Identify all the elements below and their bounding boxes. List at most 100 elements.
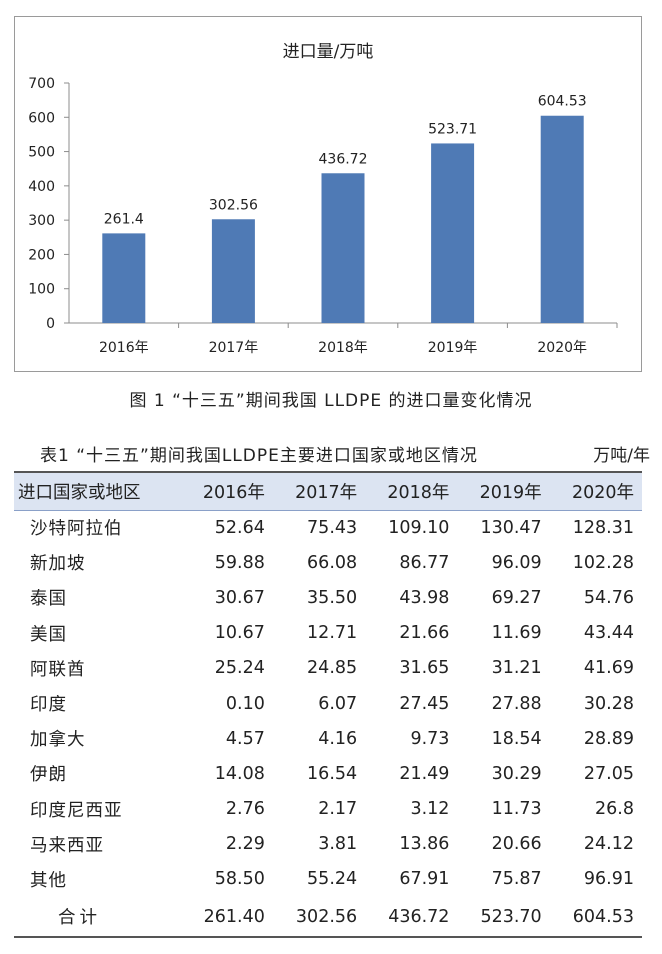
value-cell: 11.69 (491, 623, 542, 644)
table-row: 美国 10.67 12.71 21.66 11.69 43.44 (14, 616, 642, 651)
value-cell: 66.08 (307, 552, 358, 573)
value-cell: 109.10 (388, 517, 450, 538)
region-cell: 伊朗 (30, 765, 67, 786)
total-value: 261.40 (180, 897, 273, 939)
y-tick-label: 400 (28, 179, 55, 195)
y-tick-label: 100 (28, 282, 55, 298)
bar (211, 219, 255, 323)
value-cell: 55.24 (307, 869, 358, 890)
region-cell: 泰国 (30, 589, 67, 610)
y-tick-label: 600 (28, 110, 55, 126)
total-row: 合计 261.40 302.56 436.72 523.70 604.53 (14, 897, 642, 939)
value-cell: 31.65 (399, 658, 450, 679)
bar (431, 143, 475, 323)
total-value: 302.56 (272, 897, 366, 939)
value-cell: 14.08 (214, 763, 265, 784)
value-cell: 43.44 (583, 623, 634, 644)
region-cell: 阿联酋 (30, 659, 86, 680)
table-row: 新加坡 59.88 66.08 86.77 96.09 102.28 (14, 545, 642, 580)
value-cell: 2.17 (318, 799, 358, 820)
table-row: 印度尼西亚 2.76 2.17 3.12 11.73 26.8 (14, 792, 642, 827)
value-cell: 20.66 (491, 834, 542, 855)
value-cell: 75.87 (491, 869, 542, 890)
data-label: 302.56 (209, 197, 258, 213)
value-cell: 75.43 (307, 517, 358, 538)
value-cell: 35.50 (307, 587, 358, 608)
value-cell: 31.21 (491, 658, 542, 679)
table-row: 印度 0.10 6.07 27.45 27.88 30.28 (14, 686, 642, 721)
table-header-row: 进口国家或地区 2016年 2017年 2018年 2019年 2020年 (14, 471, 642, 511)
value-cell: 30.29 (491, 763, 542, 784)
header-cell: 2016年 (180, 471, 273, 511)
y-tick-label: 500 (28, 145, 55, 161)
value-cell: 96.91 (583, 869, 634, 890)
value-cell: 86.77 (399, 552, 450, 573)
value-cell: 67.91 (399, 869, 450, 890)
value-cell: 130.47 (480, 517, 542, 538)
chart-plot: 0 100 200 300 400 500 600 700 261.4 2016年 302.56 20… (28, 76, 618, 356)
region-cell: 加拿大 (30, 730, 86, 751)
value-cell: 24.85 (307, 658, 358, 679)
data-label: 436.72 (319, 151, 368, 167)
value-cell: 30.67 (214, 587, 265, 608)
bar (540, 115, 584, 323)
bar-chart: 进口量/万吨 0 100 200 300 400 500 600 700 261.4 2016年 3… (14, 16, 642, 372)
y-tick-label: 0 (46, 316, 55, 332)
table-row: 加拿大 4.57 4.16 9.73 18.54 28.89 (14, 721, 642, 756)
table-row: 其他 58.50 55.24 67.91 75.87 96.91 (14, 862, 642, 897)
bar (102, 233, 146, 323)
value-cell: 26.8 (595, 799, 634, 820)
value-cell: 27.45 (399, 693, 450, 714)
value-cell: 25.24 (214, 658, 265, 679)
y-tick-label: 200 (28, 247, 55, 263)
x-tick-label: 2020年 (537, 340, 587, 356)
value-cell: 16.54 (307, 763, 358, 784)
table-row: 马来西亚 2.29 3.81 13.86 20.66 24.12 (14, 827, 642, 862)
value-cell: 21.49 (399, 763, 450, 784)
import-table: 进口国家或地区 2016年 2017年 2018年 2019年 2020年 沙特… (14, 471, 642, 939)
region-cell: 印度 (30, 695, 67, 716)
value-cell: 30.28 (583, 693, 634, 714)
value-cell: 24.12 (583, 834, 634, 855)
value-cell: 69.27 (491, 587, 542, 608)
region-cell: 美国 (30, 624, 67, 645)
x-tick-label: 2018年 (318, 340, 368, 356)
region-cell: 印度尼西亚 (30, 800, 123, 821)
table-caption: 表1 “十三五”期间我国LLDPE主要进口国家或地区情况 万吨/年 (40, 441, 650, 466)
table-row: 阿联酋 25.24 24.85 31.65 31.21 41.69 (14, 651, 642, 686)
value-cell: 58.50 (214, 869, 265, 890)
header-cell: 2017年 (272, 471, 366, 511)
value-cell: 28.89 (583, 728, 634, 749)
x-tick-label: 2016年 (99, 340, 149, 356)
value-cell: 2.29 (225, 834, 265, 855)
table-body: 沙特阿拉伯 52.64 75.43 109.10 130.47 128.31 新加坡 59.8… (14, 510, 642, 939)
value-cell: 11.73 (491, 799, 542, 820)
x-tick-label: 2017年 (209, 340, 259, 356)
table-unit: 万吨/年 (593, 446, 650, 466)
total-value: 436.72 (365, 897, 458, 939)
value-cell: 41.69 (583, 658, 634, 679)
value-cell: 21.66 (399, 623, 450, 644)
value-cell: 6.07 (318, 693, 358, 714)
header-cell: 进口国家或地区 (14, 471, 181, 511)
table-row: 伊朗 14.08 16.54 21.49 30.29 27.05 (14, 756, 642, 791)
total-value: 523.70 (457, 897, 550, 939)
value-cell: 0.10 (225, 693, 265, 714)
y-tick-label: 700 (28, 76, 55, 92)
value-cell: 102.28 (572, 552, 634, 573)
data-label: 261.4 (104, 211, 144, 227)
value-cell: 4.16 (318, 728, 358, 749)
table-row: 泰国 30.67 35.50 43.98 69.27 54.76 (14, 580, 642, 615)
region-cell: 马来西亚 (30, 835, 104, 856)
value-cell: 9.73 (410, 728, 450, 749)
value-cell: 54.76 (583, 587, 634, 608)
header-cell: 2018年 (365, 471, 458, 511)
value-cell: 12.71 (307, 623, 358, 644)
region-cell: 新加坡 (30, 554, 86, 575)
value-cell: 59.88 (214, 552, 265, 573)
value-cell: 4.57 (225, 728, 265, 749)
total-label: 合计 (14, 897, 181, 939)
value-cell: 43.98 (399, 587, 450, 608)
value-cell: 2.76 (225, 799, 265, 820)
data-label: 523.71 (428, 121, 477, 137)
